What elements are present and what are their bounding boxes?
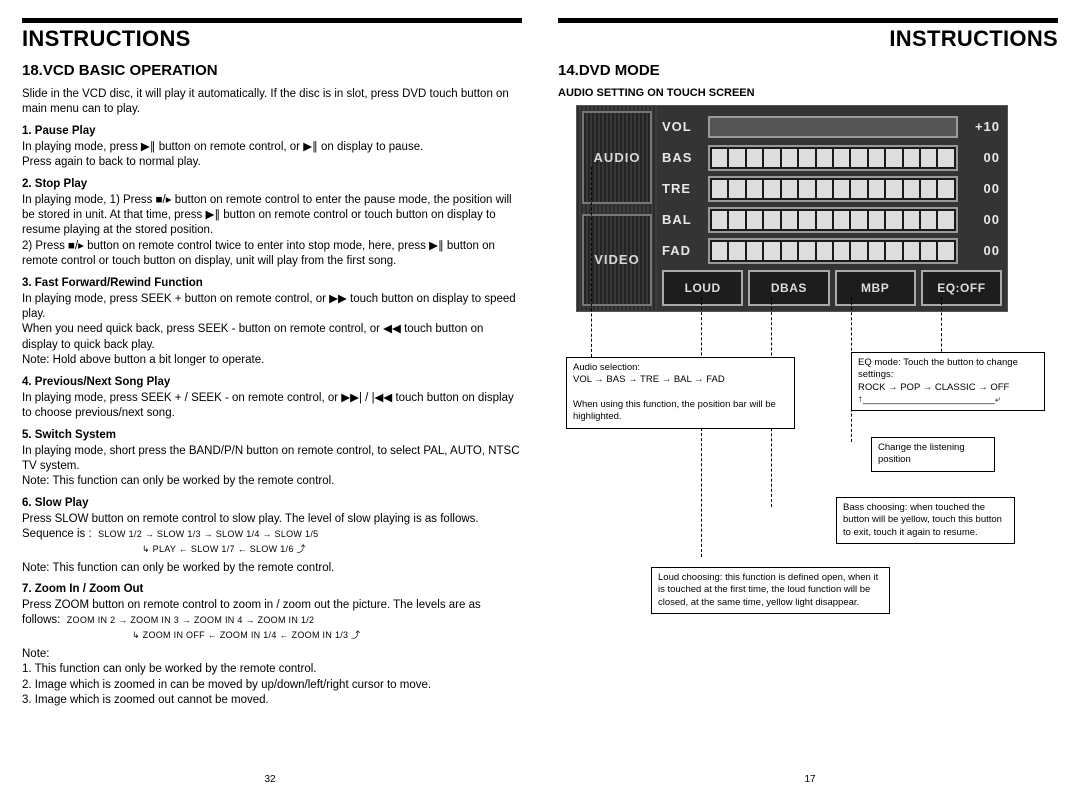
switch-body: In playing mode, short press the BAND/P/… — [22, 444, 522, 490]
row-tre[interactable]: TRE00 — [662, 173, 1002, 204]
page-number-left: 32 — [264, 774, 275, 785]
row-bal[interactable]: BAL00 — [662, 204, 1002, 235]
audio-subtitle: AUDIO SETTING ON TOUCH SCREEN — [558, 87, 1058, 99]
callout-bass: Bass choosing: when touched the button w… — [836, 497, 1015, 544]
playpause-icon: ▶∥ — [303, 141, 318, 153]
audio-button[interactable]: AUDIO — [582, 111, 652, 204]
left-page: INSTRUCTIONS 18.VCD BASIC OPERATION Slid… — [0, 0, 540, 795]
mbp-button[interactable]: MBP — [835, 270, 916, 306]
playpause-icon: ▶∥ — [205, 209, 220, 221]
callout-loud: Loud choosing: this function is defined … — [651, 567, 890, 614]
row-fad[interactable]: FAD00 — [662, 235, 1002, 266]
next-icon: ▶▶| — [341, 392, 362, 404]
callouts-area: Audio selection: VOL → BAS → TRE → BAL →… — [576, 312, 1006, 692]
stopplay-icon: ■/▸ — [68, 240, 84, 252]
page-number-right: 17 — [804, 774, 815, 785]
intro-text: Slide in the VCD disc, it will play it a… — [22, 87, 522, 118]
row-bas[interactable]: BAS00 — [662, 142, 1002, 173]
rw-icon: ◀◀ — [383, 323, 401, 335]
zoom-notes: Note:1. This function can only be worked… — [22, 647, 522, 709]
audio-panel: AUDIO VIDEO VOL+10 BAS00 TRE00 BAL00 FAD… — [576, 105, 1008, 312]
sub-slow: 6. Slow Play — [22, 497, 522, 509]
sub-zoom: 7. Zoom In / Zoom Out — [22, 583, 522, 595]
sub-stop: 2. Stop Play — [22, 178, 522, 190]
right-page: INSTRUCTIONS 14.DVD MODE AUDIO SETTING O… — [540, 0, 1080, 795]
playpause-icon: ▶∥ — [141, 141, 156, 153]
section-title-dvd: 14.DVD MODE — [558, 62, 1058, 79]
sub-switch: 5. Switch System — [22, 429, 522, 441]
section-title-vcd: 18.VCD BASIC OPERATION — [22, 62, 522, 79]
dbas-button[interactable]: DBAS — [748, 270, 829, 306]
ff-body: In playing mode, press SEEK + button on … — [22, 292, 522, 369]
eq-button[interactable]: EQ:OFF — [921, 270, 1002, 306]
stopplay-icon: ■/▸ — [156, 194, 172, 206]
slow-note: Note: This function can only be worked b… — [22, 561, 522, 576]
sub-prevnext: 4. Previous/Next Song Play — [22, 376, 522, 388]
callout-listen: Change the listening position — [871, 437, 995, 472]
playpause-icon: ▶∥ — [429, 240, 444, 252]
pause-body: In playing mode, press ▶∥ button on remo… — [22, 140, 522, 171]
video-button[interactable]: VIDEO — [582, 214, 652, 307]
sub-pause: 1. Pause Play — [22, 125, 522, 137]
header-rule — [558, 18, 1058, 23]
slow-body: Press SLOW button on remote control to s… — [22, 512, 522, 555]
prev-icon: |◀◀ — [372, 392, 393, 404]
stop-body: In playing mode, 1) Press ■/▸ button on … — [22, 193, 522, 270]
callout-audio-selection: Audio selection: VOL → BAS → TRE → BAL →… — [566, 357, 795, 429]
header-rule — [22, 18, 522, 23]
ff-icon: ▶▶ — [329, 293, 347, 305]
sub-ff: 3. Fast Forward/Rewind Function — [22, 277, 522, 289]
callout-eq: EQ mode: Touch the button to change sett… — [851, 352, 1045, 411]
row-vol[interactable]: VOL+10 — [662, 111, 1002, 142]
loud-button[interactable]: LOUD — [662, 270, 743, 306]
header-left: INSTRUCTIONS — [22, 26, 522, 52]
header-right: INSTRUCTIONS — [558, 26, 1058, 52]
zoom-body: Press ZOOM button on remote control to z… — [22, 598, 522, 641]
prevnext-body: In playing mode, press SEEK + / SEEK - o… — [22, 391, 522, 422]
